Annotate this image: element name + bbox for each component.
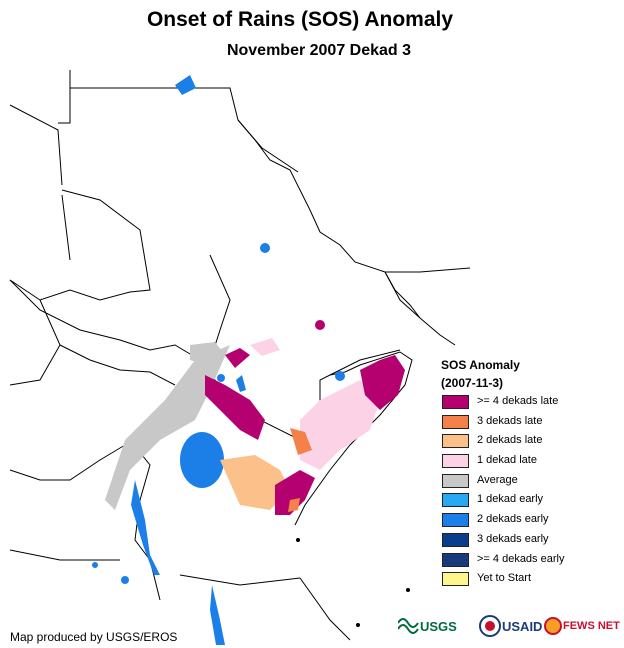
late-region-coast (360, 355, 405, 410)
late-north-ethiopia (225, 348, 250, 368)
legend-swatch (442, 513, 469, 528)
legend-label: 1 dekad early (477, 493, 544, 506)
legend-item: 1 dekad early (441, 490, 621, 510)
border-central (9, 279, 201, 361)
border-extra (9, 444, 126, 481)
anomaly-patches (105, 320, 405, 515)
fewsnet-logo: FEWS NET (543, 612, 620, 640)
legend-swatch (442, 395, 469, 409)
average-region-west (105, 345, 230, 510)
border-mozambique (299, 577, 351, 641)
logos: USGS USAID FEWS NET (398, 612, 620, 642)
border-car (59, 344, 176, 386)
border-horn (384, 271, 456, 346)
lake-victoria (180, 432, 224, 488)
legend-item: 3 dekads early (441, 530, 621, 550)
legend-swatch (442, 454, 469, 469)
one-dekad-late-area (220, 455, 290, 510)
legend-item: >= 4 dekads late (441, 392, 621, 412)
legend-swatch (442, 414, 469, 429)
legend-label: 3 dekads late (477, 414, 543, 427)
legend-item: Yet to Start (441, 569, 621, 589)
legend-label: >= 4 dekads early (477, 552, 565, 565)
coastline (294, 271, 421, 526)
islands (296, 538, 410, 627)
legend-swatch (442, 572, 469, 587)
usgs-logo: USGS (398, 612, 457, 640)
legend-title: SOS Anomaly (441, 358, 520, 372)
early-lake-turkana (236, 375, 246, 392)
average-region-east (300, 380, 380, 470)
lake-malawi (210, 585, 225, 645)
map-credit: Map produced by USGS/EROS (10, 630, 178, 644)
legend-label: 2 dekads late (477, 434, 543, 447)
legend-swatch (442, 532, 469, 547)
legend-item: 1 dekad late (441, 451, 621, 471)
map-subtitle: November 2007 Dekad 3 (226, 42, 412, 59)
fewsnet-logo-text: FEWS NET (563, 620, 620, 632)
legend-label: 2 dekads early (477, 513, 549, 526)
border-coast-sudan (237, 119, 471, 273)
legend-label: Yet to Start (477, 572, 532, 585)
border-egypt-sudan (9, 104, 71, 261)
legend-item: 2 dekads late (441, 431, 621, 451)
average-north-highlands (190, 342, 225, 365)
usgs-logo-text: USGS (420, 618, 457, 634)
legend-label: >= 4 dekads late (477, 395, 559, 407)
map-title: Onset of Rains (SOS) Anomaly (146, 8, 454, 31)
late-region-nile (205, 375, 265, 440)
lake-tanganyika (131, 480, 160, 575)
border-chad (9, 299, 61, 386)
three-late-area-2 (288, 498, 300, 512)
legend-item: 2 dekads early (441, 510, 621, 530)
light-north-ethiopia (250, 338, 280, 356)
legend-item: >= 4 dekads early (441, 550, 621, 570)
usgs-wave-icon (398, 618, 419, 634)
legend-swatch (442, 493, 469, 508)
usaid-logo-text: USAID (502, 618, 543, 634)
lake-and-early-areas (92, 75, 345, 645)
legend-swatch (442, 552, 469, 567)
legend-label: 3 dekads early (477, 532, 549, 545)
border-sudan-west (9, 189, 151, 301)
legend-label: Average (477, 473, 518, 486)
usaid-seal-icon (479, 615, 501, 637)
lake-turkana (260, 243, 270, 253)
legend-item: Average (441, 471, 621, 491)
legend-items: >= 4 dekads late 3 dekads late 2 dekads la… (441, 392, 621, 589)
border-south (9, 549, 301, 586)
legend-date: (2007-11-3) (441, 376, 504, 390)
legend-item: 3 dekads late (441, 412, 621, 432)
nile-lake (175, 75, 196, 95)
legend: SOS Anomaly (2007-11-3) >= 4 dekads late… (441, 356, 621, 589)
legend-swatch (442, 473, 469, 488)
legend-label: 1 dekad late (477, 454, 537, 467)
fewsnet-icon (544, 617, 562, 635)
border-ethiopia-somalia (329, 349, 401, 376)
usaid-logo: USAID (478, 612, 542, 640)
three-late-area (290, 428, 312, 455)
late-region-coast-south (275, 470, 315, 515)
legend-swatch (442, 434, 469, 449)
